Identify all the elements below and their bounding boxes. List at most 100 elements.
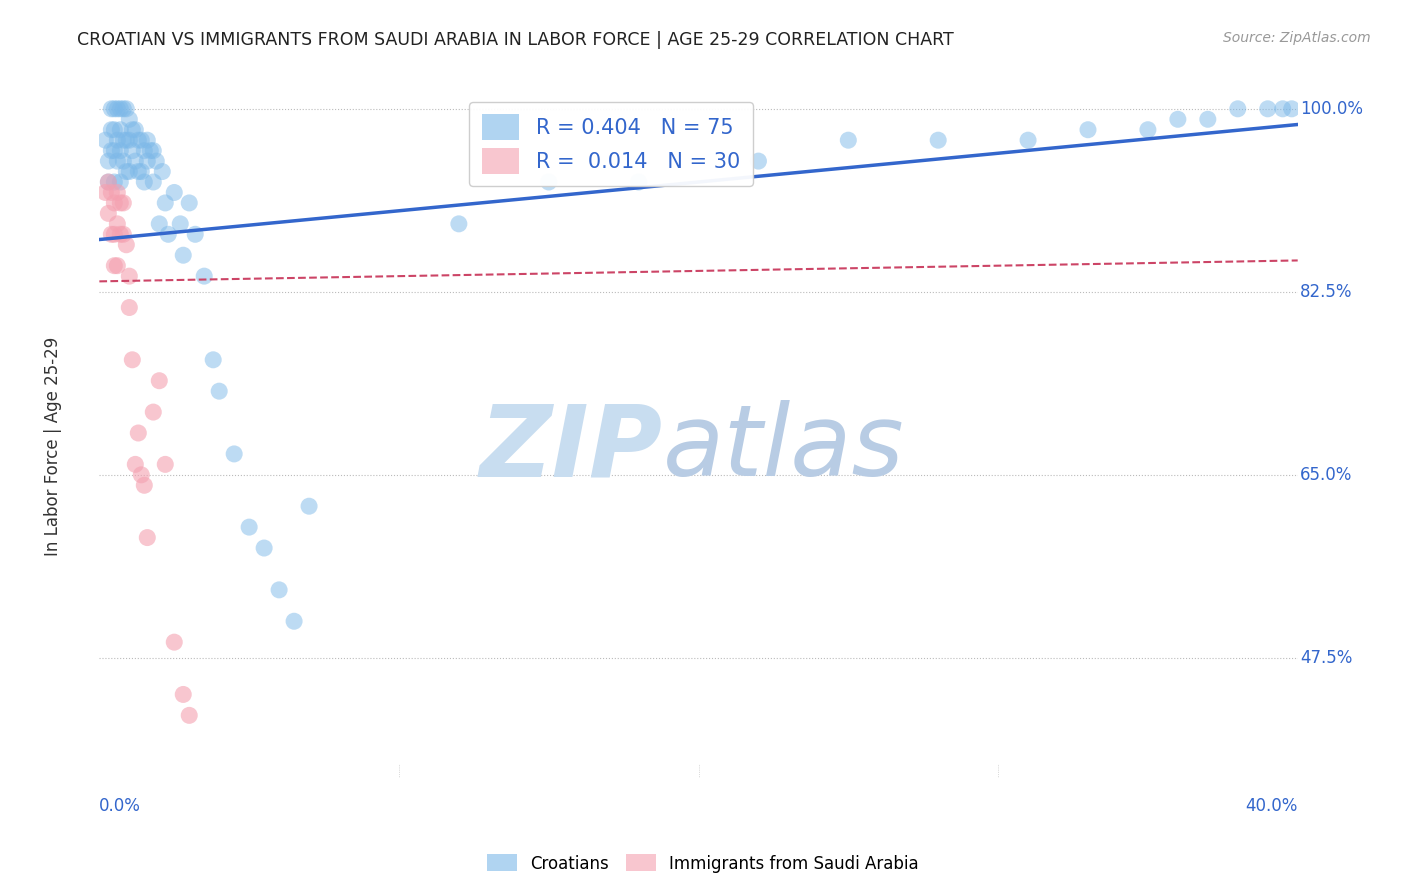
Point <box>97 154 120 169</box>
Point <box>193 269 215 284</box>
Point <box>142 405 165 419</box>
Point <box>129 164 152 178</box>
Point <box>145 154 167 169</box>
Point <box>224 447 246 461</box>
Point <box>103 196 125 211</box>
Point <box>163 635 186 649</box>
Point <box>136 531 159 545</box>
Point <box>142 144 165 158</box>
Legend: Croatians, Immigrants from Saudi Arabia: Croatians, Immigrants from Saudi Arabia <box>481 847 925 880</box>
Point <box>172 688 194 702</box>
Point <box>747 154 769 169</box>
Text: In Labor Force | Age 25-29: In Labor Force | Age 25-29 <box>45 336 62 556</box>
Point <box>129 133 152 147</box>
Point <box>118 269 141 284</box>
Point <box>136 133 159 147</box>
Point <box>136 154 159 169</box>
Text: 65.0%: 65.0% <box>1301 466 1353 483</box>
Point <box>124 458 146 472</box>
Text: atlas: atlas <box>662 401 904 498</box>
Point <box>155 458 177 472</box>
Point <box>155 196 177 211</box>
Point <box>110 122 132 136</box>
Point <box>148 374 170 388</box>
Point <box>1167 112 1189 127</box>
Point <box>1077 122 1099 136</box>
Point <box>112 196 135 211</box>
Point <box>110 144 132 158</box>
Point <box>202 352 225 367</box>
Point <box>447 217 470 231</box>
Text: 40.0%: 40.0% <box>1246 797 1298 815</box>
Text: 47.5%: 47.5% <box>1301 648 1353 667</box>
Point <box>94 186 117 200</box>
Point <box>121 144 143 158</box>
Point <box>169 217 191 231</box>
Point <box>1017 133 1039 147</box>
Point <box>115 133 138 147</box>
Point <box>112 102 135 116</box>
Point <box>139 144 162 158</box>
Point <box>103 259 125 273</box>
Point <box>124 122 146 136</box>
Point <box>163 186 186 200</box>
Point <box>97 175 120 189</box>
Point <box>112 154 135 169</box>
Point <box>184 227 207 242</box>
Point <box>1257 102 1279 116</box>
Point <box>927 133 949 147</box>
Point <box>110 196 132 211</box>
Point <box>134 478 156 492</box>
Text: CROATIAN VS IMMIGRANTS FROM SAUDI ARABIA IN LABOR FORCE | AGE 25-29 CORRELATION : CROATIAN VS IMMIGRANTS FROM SAUDI ARABIA… <box>77 31 955 49</box>
Point <box>100 144 122 158</box>
Point <box>118 133 141 147</box>
Point <box>142 175 165 189</box>
Point <box>115 164 138 178</box>
Point <box>150 164 173 178</box>
Point <box>627 175 650 189</box>
Point <box>283 614 305 628</box>
Point <box>134 144 156 158</box>
Point <box>110 175 132 189</box>
Point <box>97 175 120 189</box>
Point <box>103 122 125 136</box>
Point <box>134 175 156 189</box>
Point <box>110 227 132 242</box>
Point <box>97 206 120 220</box>
Point <box>148 217 170 231</box>
Point <box>103 102 125 116</box>
Point <box>105 154 128 169</box>
Point <box>837 133 859 147</box>
Point <box>110 102 132 116</box>
Point <box>118 164 141 178</box>
Point <box>100 227 122 242</box>
Point <box>100 102 122 116</box>
Point <box>127 164 149 178</box>
Point <box>115 102 138 116</box>
Point <box>103 227 125 242</box>
Point <box>179 196 201 211</box>
Point <box>112 133 135 147</box>
Text: 82.5%: 82.5% <box>1301 283 1353 301</box>
Text: Source: ZipAtlas.com: Source: ZipAtlas.com <box>1223 31 1371 45</box>
Point <box>121 352 143 367</box>
Point <box>105 102 128 116</box>
Point <box>1136 122 1159 136</box>
Point <box>253 541 276 555</box>
Point <box>1226 102 1249 116</box>
Point <box>100 122 122 136</box>
Point <box>105 217 128 231</box>
Point <box>94 133 117 147</box>
Point <box>238 520 260 534</box>
Point <box>269 582 291 597</box>
Point <box>100 186 122 200</box>
Text: ZIP: ZIP <box>479 401 662 498</box>
Point <box>115 237 138 252</box>
Point <box>157 227 180 242</box>
Point <box>172 248 194 262</box>
Point <box>129 467 152 482</box>
Point <box>105 133 128 147</box>
Point <box>103 175 125 189</box>
Point <box>537 175 560 189</box>
Point <box>118 301 141 315</box>
